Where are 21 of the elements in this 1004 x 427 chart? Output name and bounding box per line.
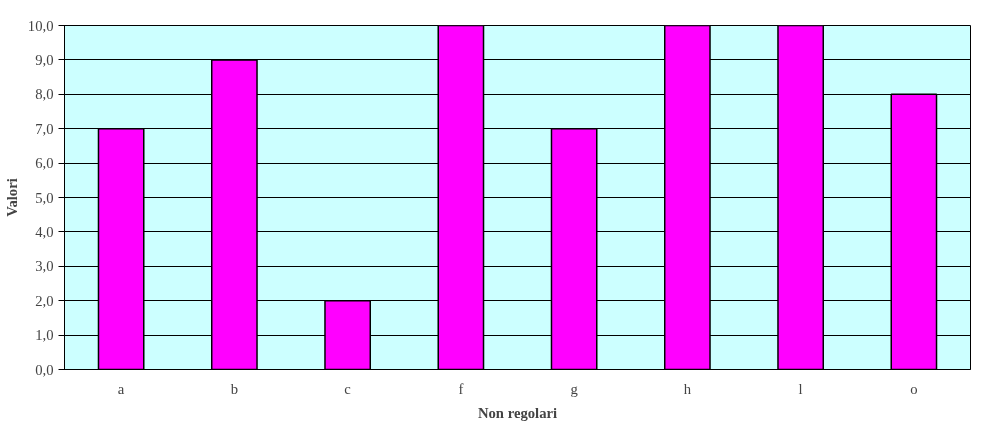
y-axis-title: Valori <box>3 178 20 217</box>
y-tick-label: 4,0 <box>35 223 54 240</box>
y-tick-label: 6,0 <box>35 155 54 172</box>
y-tick-label: 1,0 <box>35 327 54 344</box>
y-tick-label: 0,0 <box>35 361 54 378</box>
y-tick-label: 9,0 <box>35 51 54 68</box>
x-tick-label: f <box>458 380 464 397</box>
x-tick-label: c <box>344 380 352 397</box>
x-tick-label: b <box>230 380 239 397</box>
y-tick-label: 7,0 <box>35 120 54 137</box>
y-tick-label: 3,0 <box>35 258 54 275</box>
x-axis-title: Non regolari <box>477 404 558 421</box>
x-tick-label: l <box>798 380 803 397</box>
x-tick-label: g <box>570 380 579 397</box>
x-tick-label: h <box>683 380 692 397</box>
y-tick-label: 10,0 <box>27 17 54 34</box>
y-tick-label: 5,0 <box>35 189 54 206</box>
y-tick-label: 8,0 <box>35 86 54 103</box>
y-tick-label: 2,0 <box>35 292 54 309</box>
x-tick-label: a <box>117 380 125 397</box>
x-tick-label: o <box>910 380 918 397</box>
